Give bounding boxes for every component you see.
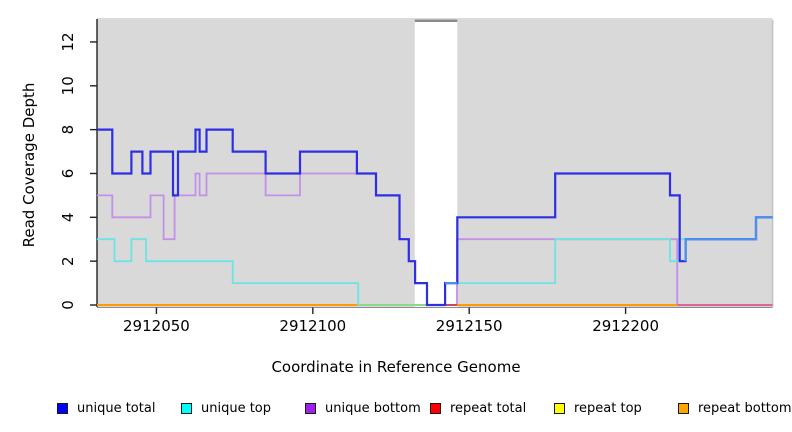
legend-label: repeat total <box>450 400 527 416</box>
y-tick-label: 4 <box>59 213 77 223</box>
y-tick-label: 6 <box>59 169 77 179</box>
legend-swatch <box>181 402 192 414</box>
legend-swatch <box>678 402 689 414</box>
legend-item-unique-top: unique top <box>181 399 271 417</box>
legend-label: unique bottom <box>325 400 421 416</box>
y-tick-label: 12 <box>59 32 77 51</box>
legend-swatch <box>305 402 316 414</box>
x-tick-label: 2912200 <box>592 317 659 335</box>
legend-label: repeat bottom <box>698 400 792 416</box>
x-axis-title: Coordinate in Reference Genome <box>271 358 521 376</box>
legend-item-repeat-bottom: repeat bottom <box>678 399 792 417</box>
y-tick-label: 2 <box>59 256 77 266</box>
x-tick-label: 2912150 <box>436 317 503 335</box>
legend-item-repeat-top: repeat top <box>554 399 642 417</box>
y-axis-title: Read Coverage Depth <box>20 82 38 248</box>
covered-region-1 <box>457 20 773 307</box>
legend-swatch <box>430 402 441 414</box>
covered-region-0 <box>97 20 415 307</box>
legend-item-unique-bottom: unique bottom <box>305 399 421 417</box>
y-tick-label: 0 <box>59 300 77 310</box>
x-tick-label: 2912100 <box>279 317 346 335</box>
x-tick-label: 2912050 <box>123 317 190 335</box>
y-tick-label: 8 <box>59 125 77 135</box>
legend-item-repeat-total: repeat total <box>430 399 526 417</box>
legend-label: unique top <box>201 400 272 416</box>
series-line-unique-total <box>97 128 773 307</box>
legend-label: repeat top <box>574 400 642 416</box>
series-overlap-highlight <box>684 216 773 262</box>
legend-item-unique-total: unique total <box>57 399 155 417</box>
y-tick-label: 10 <box>59 76 77 95</box>
legend-label: unique total <box>77 400 156 416</box>
legend-swatch <box>57 402 68 414</box>
chart-legend: unique total unique top unique bottom repea… <box>0 399 792 421</box>
legend-swatch <box>554 402 565 414</box>
